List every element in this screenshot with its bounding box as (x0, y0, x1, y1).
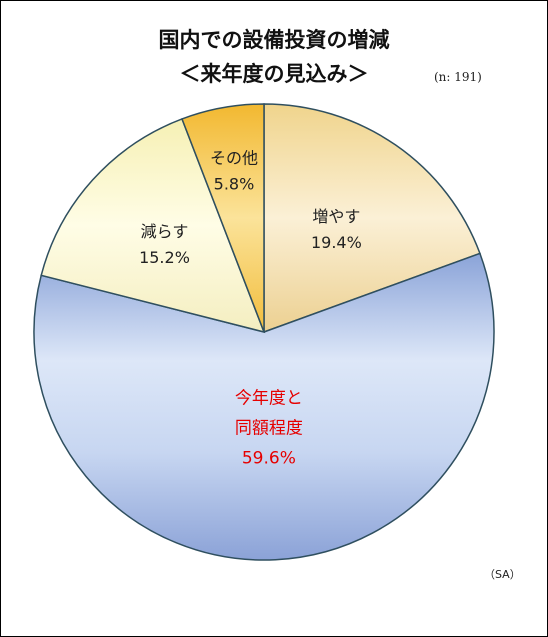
slice-value-label-1: 19.4% (311, 233, 362, 252)
chart-title-line1: 国内での設備投資の増減 (158, 28, 390, 52)
slice-category-label-4: その他 (210, 149, 258, 168)
sample-size-note: (n: 191) (434, 70, 482, 84)
slice-value-label-2: 59.6% (242, 449, 296, 469)
answer-type-note: （SA） (484, 568, 521, 581)
slice-category-label-3: 減らす (141, 222, 189, 241)
slice-category-label-2: 今年度と (235, 389, 303, 409)
pie-slice-4 (181, 103, 265, 333)
slice-value-label-3: 15.2% (139, 248, 190, 267)
chart-title-line2: ＜来年度の見込み＞ (179, 62, 369, 86)
pie-slice-2 (33, 252, 495, 561)
pie-slice-1 (263, 103, 481, 334)
slice-category-label-1: 増やす (312, 207, 360, 226)
slice-value-label-4: 5.8% (214, 175, 255, 194)
slice-category-label-2: 同額程度 (235, 419, 303, 439)
pie-slice-3 (40, 118, 266, 334)
